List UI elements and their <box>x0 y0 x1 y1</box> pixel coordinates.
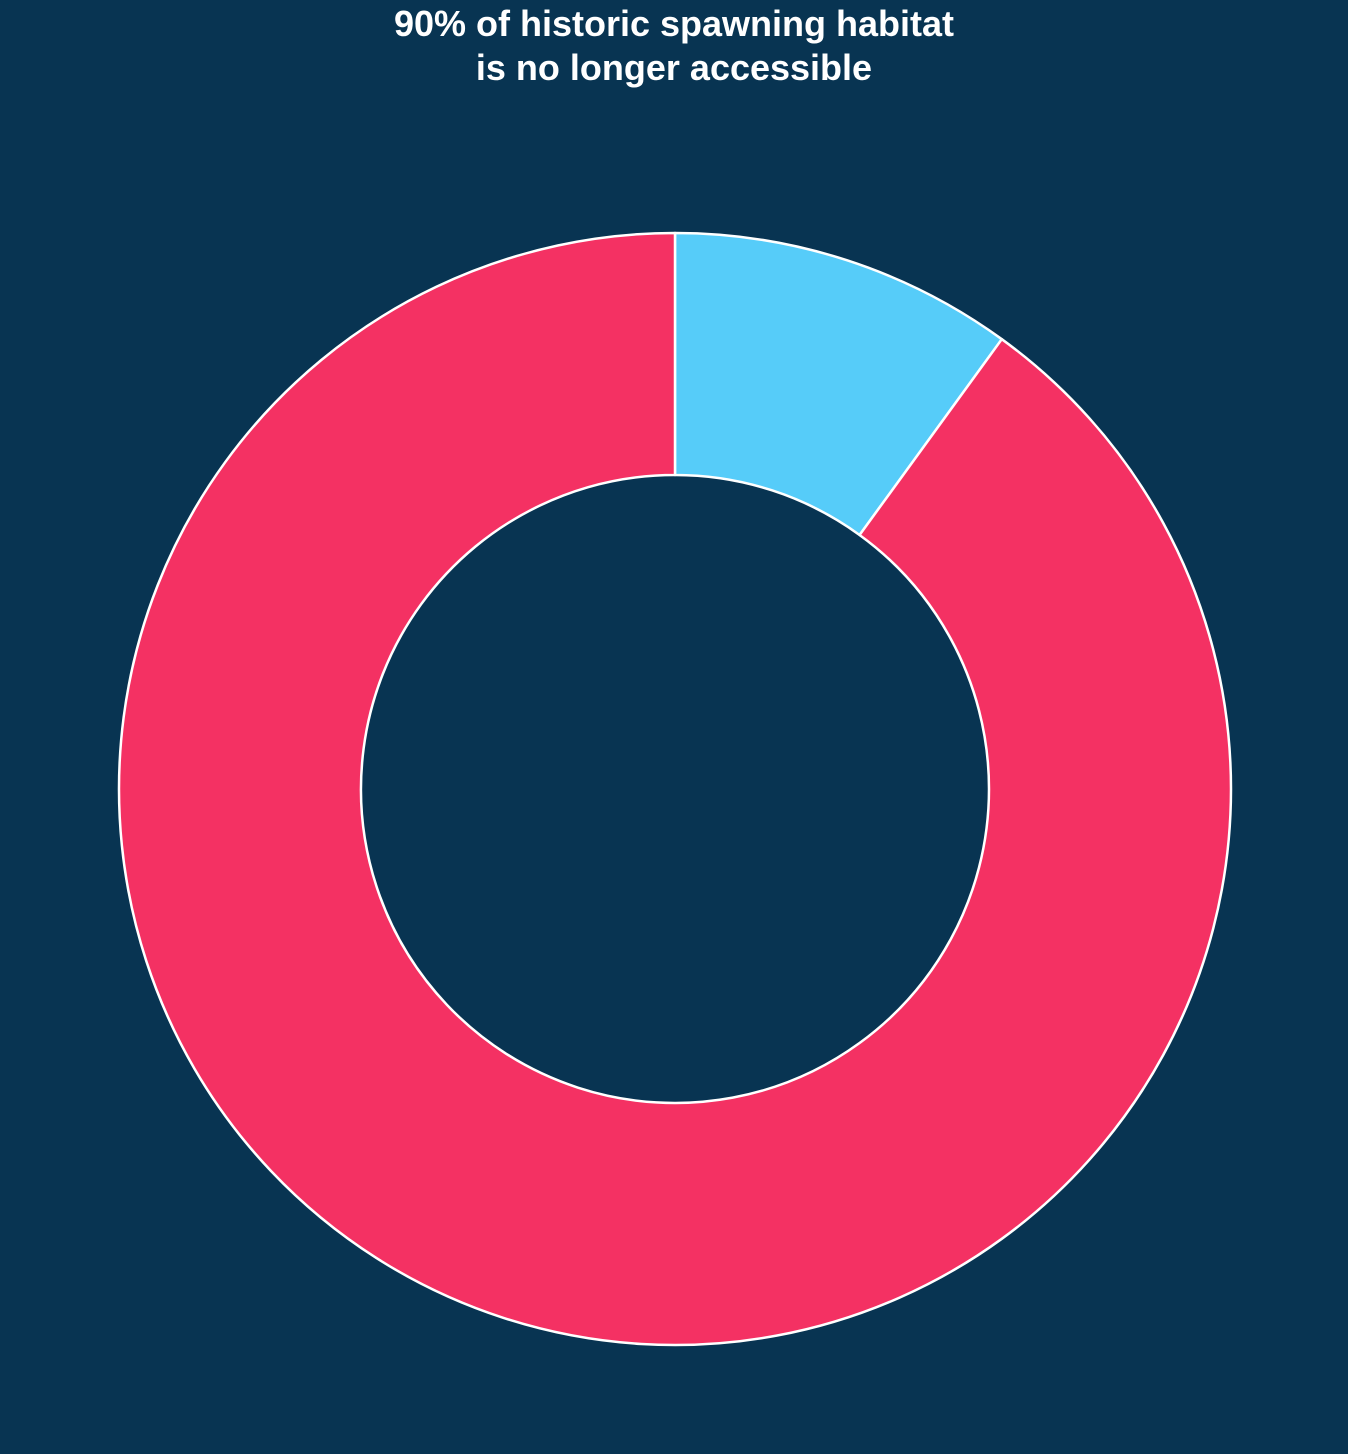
chart-title-line-1: 90% of historic spawning habitat <box>393 3 955 44</box>
donut-slice-2 <box>117 231 1233 1347</box>
chart-title-line-2: is no longer accessible <box>475 47 873 88</box>
chart-title: 90% of historic spawning habitat is no l… <box>0 2 1348 90</box>
